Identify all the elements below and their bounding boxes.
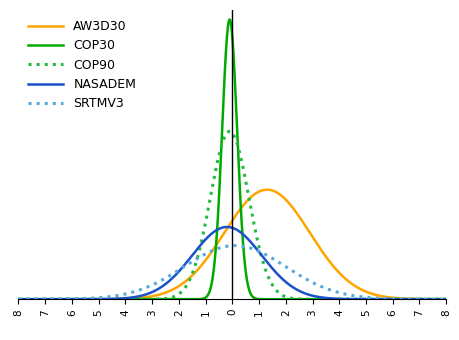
COP90 (226, 129, 232, 133)
COP30 (388, 297, 394, 301)
SRTMV3 (90, 296, 95, 300)
NASADEM (442, 297, 448, 301)
AW3D30 (388, 295, 394, 300)
NASADEM (64, 297, 70, 301)
COP90 (442, 297, 448, 301)
NASADEM (434, 297, 440, 301)
Line: AW3D30: AW3D30 (18, 190, 445, 299)
COP90 (64, 297, 70, 301)
COP90 (90, 297, 95, 301)
SRTMV3 (179, 266, 185, 270)
NASADEM (388, 297, 394, 301)
SRTMV3 (442, 297, 448, 301)
COP30 (64, 297, 70, 301)
NASADEM (224, 225, 229, 229)
AW3D30 (90, 297, 95, 301)
AW3D30 (16, 297, 21, 301)
SRTMV3 (64, 297, 70, 301)
COP30 (16, 297, 21, 301)
NASADEM (198, 242, 203, 246)
Line: COP90: COP90 (18, 131, 445, 299)
AW3D30 (434, 297, 440, 301)
AW3D30 (179, 282, 185, 286)
NASADEM (90, 297, 95, 301)
AW3D30 (198, 264, 203, 268)
COP90 (434, 297, 440, 301)
SRTMV3 (388, 297, 394, 301)
Legend: AW3D30, COP30, COP90, NASADEM, SRTMV3: AW3D30, COP30, COP90, NASADEM, SRTMV3 (25, 16, 140, 114)
Line: SRTMV3: SRTMV3 (18, 245, 445, 299)
Line: COP30: COP30 (18, 19, 445, 299)
COP30 (179, 297, 185, 301)
COP30 (442, 297, 448, 301)
AW3D30 (442, 297, 448, 301)
NASADEM (179, 265, 185, 269)
COP90 (388, 297, 394, 301)
SRTMV3 (198, 254, 203, 258)
COP90 (16, 297, 21, 301)
Line: NASADEM: NASADEM (18, 227, 445, 299)
AW3D30 (264, 188, 269, 192)
COP30 (434, 297, 440, 301)
NASADEM (16, 297, 21, 301)
SRTMV3 (16, 297, 21, 301)
COP30 (198, 297, 203, 301)
AW3D30 (64, 297, 70, 301)
COP90 (198, 242, 203, 246)
COP30 (226, 17, 232, 21)
COP90 (179, 289, 185, 293)
SRTMV3 (434, 297, 440, 301)
SRTMV3 (232, 243, 237, 248)
COP30 (90, 297, 95, 301)
